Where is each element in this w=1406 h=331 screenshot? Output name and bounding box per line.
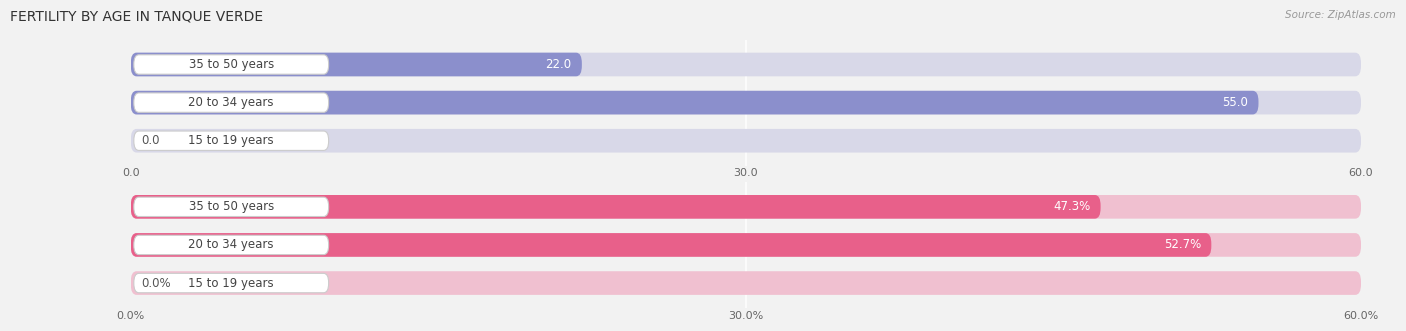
Text: 52.7%: 52.7% bbox=[1164, 238, 1201, 252]
FancyBboxPatch shape bbox=[131, 233, 1361, 257]
FancyBboxPatch shape bbox=[131, 195, 1101, 219]
Text: 35 to 50 years: 35 to 50 years bbox=[188, 200, 274, 213]
FancyBboxPatch shape bbox=[131, 53, 582, 76]
FancyBboxPatch shape bbox=[131, 91, 1258, 115]
FancyBboxPatch shape bbox=[131, 129, 1361, 153]
Text: 20 to 34 years: 20 to 34 years bbox=[188, 96, 274, 109]
FancyBboxPatch shape bbox=[134, 55, 329, 74]
FancyBboxPatch shape bbox=[131, 91, 1361, 115]
Text: 22.0: 22.0 bbox=[546, 58, 572, 71]
FancyBboxPatch shape bbox=[134, 235, 329, 255]
Text: 35 to 50 years: 35 to 50 years bbox=[188, 58, 274, 71]
Text: FERTILITY BY AGE IN TANQUE VERDE: FERTILITY BY AGE IN TANQUE VERDE bbox=[10, 10, 263, 24]
Text: 20 to 34 years: 20 to 34 years bbox=[188, 238, 274, 252]
FancyBboxPatch shape bbox=[134, 93, 329, 112]
Text: 47.3%: 47.3% bbox=[1053, 200, 1091, 213]
FancyBboxPatch shape bbox=[134, 131, 329, 150]
Text: Source: ZipAtlas.com: Source: ZipAtlas.com bbox=[1285, 10, 1396, 20]
Text: 55.0: 55.0 bbox=[1222, 96, 1249, 109]
Text: 15 to 19 years: 15 to 19 years bbox=[188, 134, 274, 147]
FancyBboxPatch shape bbox=[131, 271, 1361, 295]
FancyBboxPatch shape bbox=[134, 273, 329, 293]
FancyBboxPatch shape bbox=[131, 233, 1212, 257]
Text: 0.0%: 0.0% bbox=[141, 277, 170, 290]
Text: 15 to 19 years: 15 to 19 years bbox=[188, 277, 274, 290]
FancyBboxPatch shape bbox=[134, 197, 329, 216]
FancyBboxPatch shape bbox=[131, 53, 1361, 76]
FancyBboxPatch shape bbox=[131, 195, 1361, 219]
Text: 0.0: 0.0 bbox=[141, 134, 159, 147]
